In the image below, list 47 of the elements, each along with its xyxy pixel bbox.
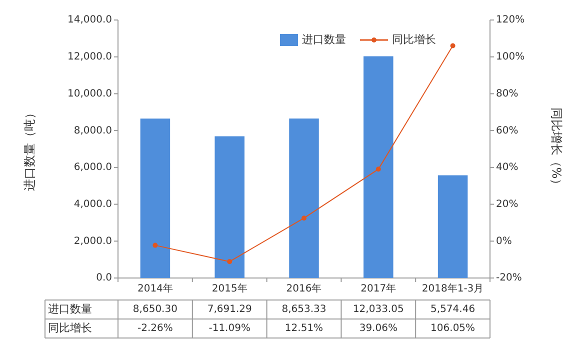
data-label: -2.26%	[138, 323, 173, 334]
data-label: 39.06%	[359, 323, 398, 334]
y-tick-label: 8,000.0	[74, 125, 112, 136]
y2-tick-label: 80%	[496, 88, 518, 100]
bar	[364, 56, 394, 278]
y2-tick-label: 120%	[496, 14, 525, 26]
legend-label: 同比增长	[392, 33, 436, 46]
y-tick-label: 0.0	[96, 272, 112, 284]
bar	[140, 118, 170, 278]
bar	[289, 118, 319, 278]
data-label: 12.51%	[284, 323, 324, 334]
data-label: -11.09%	[208, 323, 250, 334]
point	[450, 43, 456, 48]
data-label: 8,653.33	[282, 304, 326, 316]
text: 同比增长	[48, 322, 92, 335]
y2-tick-label: 20%	[496, 199, 518, 210]
data-label: 12,033.05	[352, 304, 404, 316]
x-tick-label: 2015年	[212, 282, 248, 295]
point	[227, 259, 232, 264]
data-label: 5,574.46	[430, 304, 476, 316]
data-label: 106.05%	[430, 323, 476, 334]
y2-tick-label: 100%	[496, 52, 525, 63]
point	[152, 242, 158, 248]
bar	[438, 175, 468, 278]
y-tick-label: 4,000.0	[74, 199, 112, 210]
x-tick-label: 2017年	[360, 282, 396, 295]
point	[376, 166, 381, 172]
x-tick-label: 2014年	[137, 282, 173, 295]
y-tick-label: 10,000.0	[67, 88, 112, 100]
text: 进口数量	[48, 302, 92, 316]
y2-tick-label: 0%	[496, 236, 512, 247]
data-label: 8,650.30	[132, 304, 178, 316]
y-tick-label: 12,000.0	[67, 52, 112, 63]
y-tick-label: 14,000.0	[67, 14, 112, 26]
y2-axis-title: 同比增长（%）	[550, 107, 564, 191]
x-tick-label: 2018年1-3月	[422, 282, 484, 295]
x-tick-label: 2016年	[286, 282, 322, 295]
y-axis-title: 进口数量（吨）	[22, 107, 36, 191]
y2-tick-label: 40%	[496, 162, 518, 174]
data-label: 7,691.29	[207, 304, 252, 316]
point	[302, 216, 306, 221]
y-tick-label: 6,000.0	[74, 162, 112, 174]
legend-label: 进口数量	[302, 33, 346, 46]
y2-tick-label: 60%	[496, 125, 518, 136]
y-tick-label: 2,000.0	[74, 236, 112, 247]
bar	[214, 136, 244, 278]
y2-tick-label: -20%	[496, 272, 522, 284]
